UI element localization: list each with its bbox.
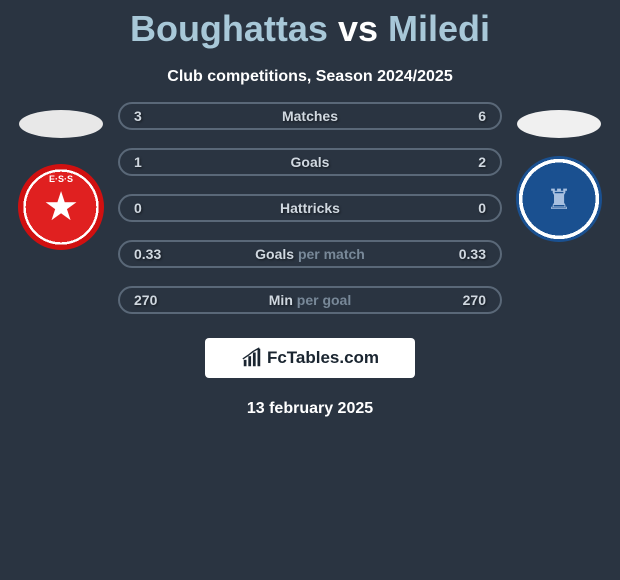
stat-right-value: 2 — [478, 154, 486, 170]
branding-text: FcTables.com — [267, 348, 379, 368]
stat-right-value: 0.33 — [459, 246, 486, 262]
stat-label: Min per goal — [269, 292, 351, 308]
club-logo-right: ♜ — [516, 156, 602, 242]
comparison-panel: ★ 3 Matches 6 1 Goals 2 0 Hattricks 0 0.… — [0, 102, 620, 314]
stat-row-goals-per-match: 0.33 Goals per match 0.33 — [118, 240, 502, 268]
stat-left-value: 1 — [134, 154, 142, 170]
player1-name: Boughattas — [130, 8, 328, 49]
star-icon: ★ — [43, 187, 79, 227]
branding-badge[interactable]: FcTables.com — [205, 338, 415, 378]
stat-left-value: 0.33 — [134, 246, 161, 262]
player1-avatar-placeholder — [19, 110, 103, 138]
castle-icon: ♜ — [546, 183, 571, 216]
left-player-column: ★ — [6, 102, 116, 250]
stat-left-value: 270 — [134, 292, 157, 308]
player2-avatar-placeholder — [517, 110, 601, 138]
stat-left-value: 0 — [134, 200, 142, 216]
stat-row-min-per-goal: 270 Min per goal 270 — [118, 286, 502, 314]
vs-text: vs — [338, 8, 378, 49]
right-player-column: ♜ — [504, 102, 614, 242]
stat-label: Goals — [291, 154, 330, 170]
stat-left-value: 3 — [134, 108, 142, 124]
stat-row-matches: 3 Matches 6 — [118, 102, 502, 130]
subtitle: Club competitions, Season 2024/2025 — [0, 68, 620, 86]
stat-label: Goals per match — [255, 246, 365, 262]
page-title: Boughattas vs Miledi — [0, 0, 620, 50]
player2-name: Miledi — [388, 8, 490, 49]
date-text: 13 february 2025 — [0, 400, 620, 418]
club-logo-left: ★ — [18, 164, 104, 250]
stat-right-value: 6 — [478, 108, 486, 124]
stat-row-goals: 1 Goals 2 — [118, 148, 502, 176]
stat-right-value: 0 — [478, 200, 486, 216]
stat-row-hattricks: 0 Hattricks 0 — [118, 194, 502, 222]
bar-chart-icon — [241, 347, 263, 369]
stat-right-value: 270 — [463, 292, 486, 308]
stat-label: Hattricks — [280, 200, 340, 216]
stat-label: Matches — [282, 108, 338, 124]
stats-column: 3 Matches 6 1 Goals 2 0 Hattricks 0 0.33… — [116, 102, 504, 314]
